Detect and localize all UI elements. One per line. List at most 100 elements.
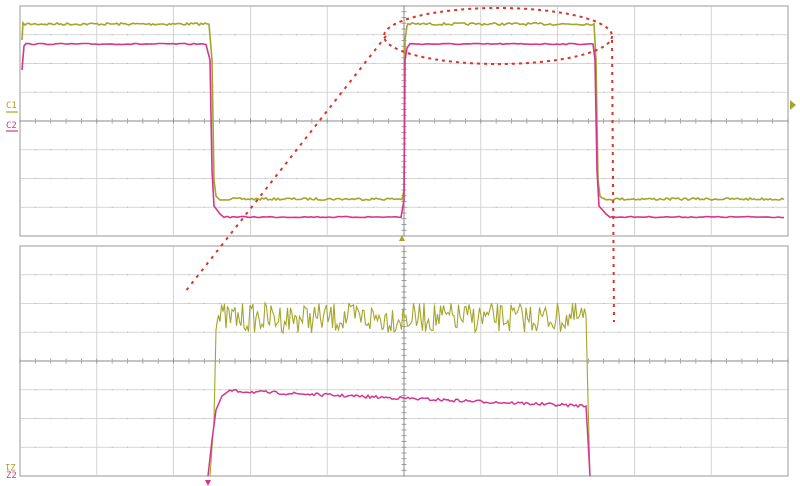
grid-dot bbox=[572, 62, 574, 65]
grid-dot bbox=[311, 120, 313, 122]
grid-dot bbox=[234, 177, 236, 180]
grid-dot bbox=[295, 302, 298, 305]
triangle-up-icon bbox=[399, 235, 405, 241]
grid-dot bbox=[341, 331, 344, 333]
grid-dot bbox=[449, 91, 451, 93]
grid-dot bbox=[50, 360, 52, 362]
grid-dot bbox=[295, 389, 298, 391]
grid-dot bbox=[741, 206, 743, 208]
grid-dot bbox=[541, 120, 543, 122]
grid-dot bbox=[188, 177, 190, 180]
grid-dot bbox=[265, 91, 267, 93]
grid-dot bbox=[80, 177, 83, 180]
grid-dot bbox=[295, 177, 298, 180]
grid-dot bbox=[679, 274, 682, 276]
grid-dot bbox=[80, 360, 83, 362]
grid-dot bbox=[434, 62, 436, 65]
grid-dot bbox=[603, 417, 605, 420]
grid-dot bbox=[541, 331, 543, 333]
grid-dot bbox=[372, 206, 374, 208]
grid-dot bbox=[541, 206, 543, 208]
top-waveform-panel: C1 C2 bbox=[6, 5, 796, 241]
grid-dot bbox=[388, 91, 390, 93]
grid-dot bbox=[756, 360, 758, 362]
grid-dot bbox=[603, 331, 605, 333]
grid-dot bbox=[464, 177, 467, 180]
grid-dot bbox=[219, 34, 221, 36]
grid-dot bbox=[157, 91, 159, 93]
grid-dot bbox=[495, 177, 497, 180]
grid-dot bbox=[219, 177, 221, 180]
grid-dot bbox=[618, 149, 620, 151]
grid-dot bbox=[357, 446, 359, 448]
grid-dot bbox=[725, 120, 728, 122]
grid-dot bbox=[188, 206, 190, 208]
grid-dot bbox=[388, 446, 390, 448]
grid-dot bbox=[111, 446, 113, 448]
grid-dot bbox=[510, 91, 513, 93]
grid-dot bbox=[725, 206, 728, 208]
grid-dot bbox=[65, 91, 67, 93]
grid-dot bbox=[311, 360, 313, 362]
grid-dot bbox=[126, 149, 129, 151]
grid-dot bbox=[434, 206, 436, 208]
grid-dot bbox=[126, 91, 129, 93]
grid-dot bbox=[203, 302, 205, 305]
grid-dot bbox=[464, 149, 467, 151]
grid-dot bbox=[541, 34, 543, 36]
grid-dot bbox=[265, 446, 267, 448]
grid-dot bbox=[280, 91, 282, 93]
grid-dot bbox=[756, 91, 758, 93]
grid-dot bbox=[510, 274, 513, 276]
grid-dot bbox=[311, 149, 313, 151]
grid-dot bbox=[157, 302, 159, 305]
grid-dot bbox=[357, 302, 359, 305]
grid-dot bbox=[679, 331, 682, 333]
grid-dot bbox=[65, 331, 67, 333]
grid-dot bbox=[188, 302, 190, 305]
grid-dot bbox=[295, 62, 298, 65]
grid-dot bbox=[664, 446, 666, 448]
grid-dot bbox=[265, 331, 267, 333]
grid-dot bbox=[234, 274, 236, 276]
grid-dot bbox=[741, 177, 743, 180]
grid-dot bbox=[603, 274, 605, 276]
grid-dot bbox=[649, 302, 651, 305]
grid-dot bbox=[526, 149, 528, 151]
grid-dot bbox=[111, 91, 113, 93]
grid-dot bbox=[388, 360, 390, 362]
grid-dot bbox=[741, 62, 743, 65]
grid-dot bbox=[111, 360, 113, 362]
grid-dot bbox=[495, 62, 497, 65]
grid-dot bbox=[725, 446, 728, 448]
grid-dot bbox=[649, 34, 651, 36]
grid-dot bbox=[464, 274, 467, 276]
grid-dot bbox=[280, 62, 282, 65]
grid-dot bbox=[188, 389, 190, 391]
grid-dot bbox=[618, 274, 620, 276]
grid-dot bbox=[157, 274, 159, 276]
grid-dot bbox=[388, 34, 390, 36]
grid-dot bbox=[372, 91, 374, 93]
grid-dot bbox=[50, 389, 52, 391]
grid-dot bbox=[203, 206, 205, 208]
grid-dot bbox=[388, 417, 390, 420]
grid-dot bbox=[295, 91, 298, 93]
grid-dot bbox=[649, 62, 651, 65]
grid-dot bbox=[388, 149, 390, 151]
grid-dot bbox=[34, 62, 36, 65]
grid-dot bbox=[234, 331, 236, 333]
grid-dot bbox=[541, 389, 543, 391]
grid-dot bbox=[572, 149, 574, 151]
grid-dot bbox=[372, 360, 374, 362]
grid-dot bbox=[157, 177, 159, 180]
grid-dot bbox=[449, 331, 451, 333]
grid-dot bbox=[603, 91, 605, 93]
grid-dot bbox=[142, 360, 144, 362]
grid-dot bbox=[464, 120, 467, 122]
grid-dot bbox=[219, 91, 221, 93]
grid-dot bbox=[111, 149, 113, 151]
grid-dot bbox=[510, 446, 513, 448]
grid-dot bbox=[126, 274, 129, 276]
grid-dot bbox=[526, 177, 528, 180]
